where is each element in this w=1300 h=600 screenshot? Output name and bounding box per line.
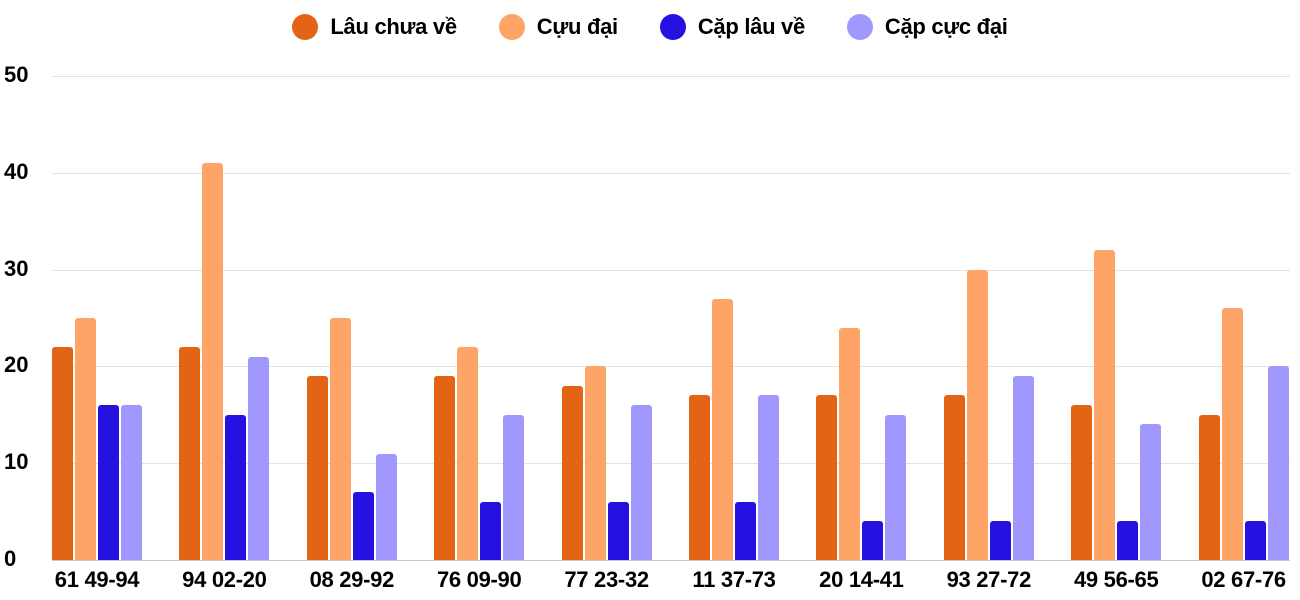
bar[interactable] bbox=[375, 453, 397, 560]
bar[interactable] bbox=[480, 501, 502, 560]
bar[interactable] bbox=[202, 163, 224, 560]
bar[interactable] bbox=[758, 395, 779, 560]
legend-swatch-icon bbox=[292, 14, 319, 40]
bar[interactable] bbox=[503, 414, 525, 560]
bar[interactable] bbox=[306, 376, 328, 560]
bar[interactable] bbox=[434, 376, 456, 560]
bar[interactable] bbox=[179, 347, 201, 560]
bar[interactable] bbox=[839, 327, 861, 560]
x-axis-tick-label: 76 09-90 bbox=[436, 567, 522, 592]
bar[interactable] bbox=[630, 405, 652, 560]
y-axis-tick-label: 40 bbox=[4, 159, 29, 184]
bar[interactable] bbox=[1140, 424, 1162, 560]
y-axis-tick-label: 20 bbox=[4, 352, 29, 377]
legend-item-cap-lau-ve[interactable]: Cặp lâu về bbox=[659, 14, 805, 40]
x-axis-tick-label: 77 23-32 bbox=[564, 567, 649, 592]
bar[interactable] bbox=[689, 395, 710, 560]
bar[interactable] bbox=[1221, 308, 1243, 560]
gridline bbox=[52, 76, 1290, 77]
y-axis-tick-label: 30 bbox=[4, 256, 29, 281]
x-axis-tick-label: 02 67-76 bbox=[1201, 567, 1286, 592]
bar[interactable] bbox=[816, 395, 838, 560]
x-axis-tick-label: 11 37-73 bbox=[692, 567, 776, 592]
legend-label: Cặp lâu về bbox=[697, 14, 805, 39]
chart-legend: Lâu chưa về Cựu đại Cặp lâu về Cặp cực đ… bbox=[0, 10, 1300, 44]
legend-label: Cặp cực đại bbox=[884, 14, 1008, 39]
bar[interactable] bbox=[607, 501, 629, 560]
bar[interactable] bbox=[561, 385, 583, 560]
legend-label: Cựu đại bbox=[536, 14, 618, 39]
bar[interactable] bbox=[885, 414, 907, 560]
bar[interactable] bbox=[352, 492, 374, 560]
bar[interactable] bbox=[1071, 405, 1093, 560]
x-axis-tick-label: 49 56-65 bbox=[1073, 567, 1159, 592]
bar[interactable] bbox=[712, 298, 733, 560]
bar[interactable] bbox=[225, 414, 247, 560]
bar[interactable] bbox=[75, 318, 96, 560]
x-axis-tick-label: 20 14-41 bbox=[819, 567, 904, 592]
y-axis-tick-label: 0 bbox=[4, 546, 17, 571]
bar[interactable] bbox=[248, 356, 270, 560]
gridline bbox=[52, 270, 1290, 271]
y-axis-tick-label: 10 bbox=[4, 449, 29, 474]
bar[interactable] bbox=[966, 269, 988, 560]
bar[interactable] bbox=[1267, 366, 1289, 560]
bar[interactable] bbox=[121, 405, 142, 560]
bar[interactable] bbox=[1012, 376, 1034, 560]
bar[interactable] bbox=[1117, 521, 1139, 560]
x-axis-tick-label: 08 29-92 bbox=[309, 567, 395, 592]
legend-item-cap-cuc-dai[interactable]: Cặp cực đại bbox=[846, 14, 1008, 40]
bar[interactable] bbox=[98, 405, 119, 560]
bar[interactable] bbox=[329, 318, 351, 560]
bar[interactable] bbox=[1244, 521, 1266, 560]
bar[interactable] bbox=[1094, 250, 1116, 560]
bar[interactable] bbox=[943, 395, 965, 560]
legend-label: Lâu chưa về bbox=[330, 14, 457, 39]
bar[interactable] bbox=[457, 347, 479, 560]
legend-swatch-icon bbox=[846, 14, 873, 40]
x-axis-tick-label: 93 27-72 bbox=[946, 567, 1032, 592]
gridline bbox=[52, 173, 1290, 174]
bar[interactable] bbox=[52, 347, 73, 560]
legend-item-cuu-dai[interactable]: Cựu đại bbox=[498, 14, 618, 40]
legend-item-lau-chua-ve[interactable]: Lâu chưa về bbox=[292, 14, 457, 40]
x-axis-tick-label: 61 49-94 bbox=[54, 567, 140, 592]
bar[interactable] bbox=[584, 366, 606, 560]
gridline bbox=[52, 560, 1290, 561]
legend-swatch-icon bbox=[659, 14, 686, 40]
bar[interactable] bbox=[735, 501, 756, 560]
gridline bbox=[52, 463, 1290, 464]
bar[interactable] bbox=[862, 521, 884, 560]
bar[interactable] bbox=[989, 521, 1011, 560]
gridline bbox=[52, 366, 1290, 367]
x-axis-tick-label: 94 02-20 bbox=[182, 567, 267, 592]
bar[interactable] bbox=[1198, 414, 1220, 560]
legend-swatch-icon bbox=[498, 14, 525, 40]
y-axis-tick-label: 50 bbox=[4, 62, 29, 87]
